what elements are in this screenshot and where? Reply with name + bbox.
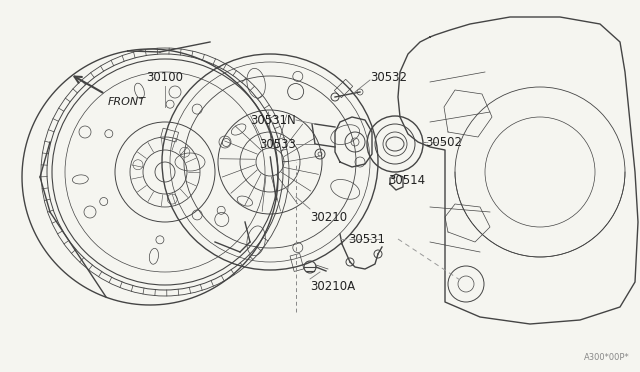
Text: 30531: 30531	[348, 232, 385, 246]
Text: 30532: 30532	[370, 71, 407, 83]
Text: 30533: 30533	[259, 138, 296, 151]
Text: A300*00P*: A300*00P*	[584, 353, 630, 362]
Text: 30210: 30210	[310, 211, 347, 224]
Text: 30100: 30100	[147, 71, 184, 83]
Text: 30502: 30502	[425, 135, 462, 148]
Bar	[290, 253, 304, 272]
Bar	[161, 128, 179, 142]
Text: 30531N: 30531N	[250, 113, 296, 126]
Text: 30210A: 30210A	[310, 280, 355, 294]
Text: FRONT: FRONT	[108, 97, 146, 107]
Text: 30514: 30514	[388, 173, 425, 186]
Bar	[334, 79, 353, 98]
